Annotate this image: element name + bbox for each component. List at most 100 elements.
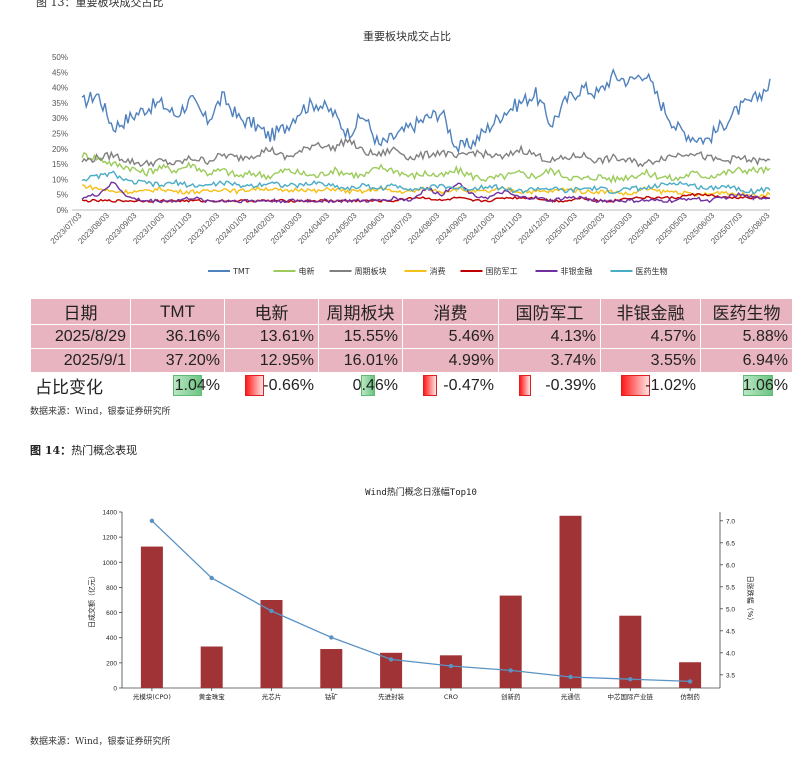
value-cell: 37.20% — [130, 348, 225, 373]
table-row: 2025/9/1 37.20% 12.95% 16.01% 4.99% 3.74… — [30, 348, 793, 373]
header-cell: TMT — [130, 298, 225, 325]
change-bar — [423, 375, 438, 396]
table-header-row: 日期 TMT 电新 周期板块 消费 国防军工 非银金融 医药生物 — [30, 298, 793, 325]
x-tick-label: 先进封装 — [378, 692, 405, 701]
line-point — [269, 608, 274, 614]
value-cell: 16.01% — [318, 348, 403, 373]
change-value: -0.47% — [443, 376, 494, 394]
legend-label: TMT — [232, 267, 250, 276]
value-cell: 15.55% — [318, 324, 403, 349]
y-tick-label-right: 3.5 — [726, 672, 735, 679]
value-cell: 5.88% — [700, 324, 793, 349]
series-line-医药生物 — [81, 170, 771, 195]
value-cell: 4.99% — [402, 348, 499, 373]
line-point — [568, 674, 573, 680]
change-value: 1.06% — [742, 376, 788, 394]
header-cell: 电新 — [224, 298, 319, 325]
line-point — [687, 679, 693, 684]
y-tick-label: 30% — [52, 114, 68, 123]
legend-label: 国防军工 — [486, 266, 518, 276]
y-tick-label: 15% — [52, 160, 68, 169]
x-tick-label: 创新药 — [501, 692, 521, 701]
header-cell: 消费 — [402, 298, 499, 325]
y-axis-title-left: 日成交额（亿元） — [87, 572, 96, 628]
value-cell: 4.13% — [498, 324, 601, 349]
value-cell: 3.74% — [498, 348, 601, 373]
change-bar — [621, 375, 650, 396]
figure-14-label: 图 14： — [30, 444, 72, 457]
change-value: 1.04% — [174, 376, 220, 394]
bar — [679, 662, 702, 688]
bar — [439, 655, 462, 688]
change-bar — [361, 375, 376, 396]
value-cell: 13.61% — [224, 324, 319, 349]
figure-14-caption: 图 14：热门概念表现 — [30, 442, 137, 458]
header-cell: 医药生物 — [700, 298, 793, 325]
line-point — [388, 657, 394, 662]
legend-label: 医药生物 — [636, 266, 668, 276]
change-cell: 0.46% — [318, 372, 403, 399]
change-value: -1.02% — [645, 376, 696, 394]
change-cell: 1.04% — [130, 372, 225, 399]
y-tick-label-right: 4.5 — [726, 628, 735, 635]
x-tick-label: 光通信 — [561, 692, 581, 701]
change-label: 占比变化 — [30, 372, 131, 399]
y-tick-label-right: 6.5 — [726, 540, 735, 547]
y-tick-label-left: 400 — [106, 635, 117, 642]
y-tick-label: 10% — [52, 175, 68, 184]
chart-title: Wind热门概念日涨幅Top10 — [365, 486, 477, 498]
hot-concepts-combo-chart: Wind热门概念日涨幅Top10 0 200 400 600 800 1000 1200 140… — [87, 486, 755, 701]
x-tick-label: 光模块(CPO) — [133, 692, 171, 701]
header-cell: 国防军工 — [498, 298, 601, 325]
y-tick-label-right: 5.5 — [726, 584, 735, 591]
header-cell: 非银金融 — [600, 298, 701, 325]
header-cell: 日期 — [30, 298, 131, 325]
change-bar — [245, 375, 265, 396]
value-cell: 12.95% — [224, 348, 319, 373]
y-tick-label-left: 600 — [106, 610, 117, 617]
value-cell: 5.46% — [402, 324, 499, 349]
line-point — [149, 518, 155, 523]
y-tick-label-right: 4.0 — [726, 650, 735, 657]
y-tick-label-right: 5.0 — [726, 606, 735, 613]
y-tick-label-right: 7.0 — [726, 518, 735, 525]
chart-title: 重要板块成交占比 — [363, 29, 451, 43]
line-series — [151, 520, 691, 683]
x-tick-label: 黄金珠宝 — [199, 692, 226, 701]
series-line-电新 — [81, 151, 771, 184]
series-line-TMT — [81, 67, 771, 155]
y-axis-title-right: 日涨跌幅（%） — [746, 576, 755, 625]
y-tick-label-left: 0 — [113, 686, 117, 693]
x-tick-label: CRO — [444, 693, 458, 701]
bar — [559, 515, 582, 688]
bar — [619, 615, 642, 688]
y-tick-label: 45% — [52, 68, 68, 77]
change-bar — [519, 375, 532, 396]
series-line-消费 — [81, 184, 771, 198]
change-bar — [743, 375, 773, 396]
value-cell: 36.16% — [130, 324, 225, 349]
y-tick-label: 40% — [52, 84, 68, 93]
line-point — [628, 677, 633, 682]
legend-label: 非银金融 — [561, 266, 593, 276]
header-cell: 周期板块 — [318, 298, 403, 325]
y-tick-label: 20% — [52, 145, 68, 154]
change-cell: -0.47% — [402, 372, 499, 399]
y-tick-label: 5% — [56, 191, 68, 200]
change-value: 0.46% — [352, 376, 398, 394]
bar — [320, 649, 343, 688]
change-row: 占比变化 1.04% -0.66% 0.46% -0.47% -0.39% -1… — [30, 372, 793, 399]
legend-label: 周期板块 — [355, 266, 387, 276]
bar — [260, 600, 283, 688]
bar — [200, 646, 223, 688]
x-tick-label: 仿制药 — [680, 692, 700, 701]
y-tick-label-right: 6.0 — [726, 562, 735, 569]
change-cell: 1.06% — [700, 372, 793, 399]
sector-share-table: 日期 TMT 电新 周期板块 消费 国防军工 非银金融 医药生物 2025/8/… — [30, 298, 793, 399]
line-point — [508, 668, 513, 673]
sector-share-line-chart: 重要板块成交占比0%5%10%15%20%25%30%35%40%45%50%2… — [49, 29, 772, 276]
legend-label: 电新 — [299, 266, 315, 276]
change-value: -0.66% — [263, 376, 314, 394]
data-source-note: 数据来源：Wind，银泰证券研究所 — [30, 737, 171, 747]
series-line-国防军工 — [81, 192, 771, 203]
